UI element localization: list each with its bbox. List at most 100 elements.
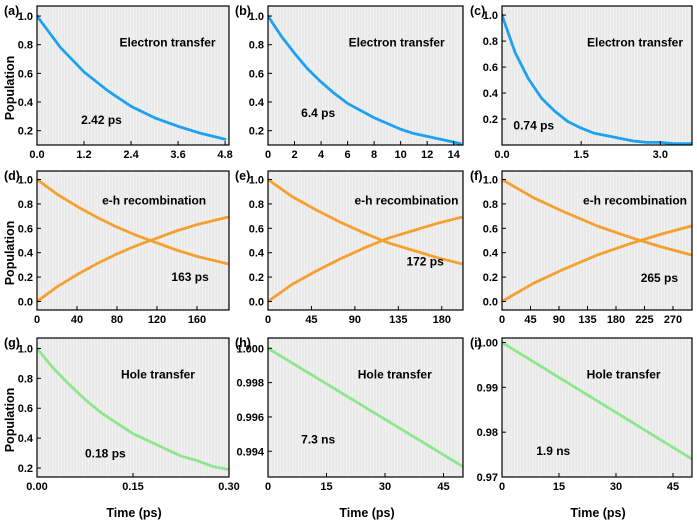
panel-c: 0.0 1.5 3.0 0.2 0.4 0.6 0.8 1.0 Electron transfe… [470, 4, 693, 161]
x-tick-label: 180 [607, 314, 625, 326]
y-tick-label: 0.0 [249, 296, 264, 308]
panel-title: e-h recombination [583, 193, 687, 207]
panel-letter: (e) [235, 169, 250, 183]
series-line-2 [37, 215, 229, 303]
panel-letter: (d) [4, 169, 20, 183]
x-tick-label: 0 [499, 314, 505, 326]
y-tick-label: 1.00 [477, 337, 498, 349]
grid-lines [38, 338, 229, 477]
x-tick-label: 15 [320, 481, 332, 493]
series-line-1 [502, 13, 692, 145]
x-tick-label: 0.15 [122, 481, 143, 493]
x-tick-label: 0.0 [494, 149, 509, 161]
timescale-annotation: 6.4 ps [301, 106, 335, 120]
timescale-annotation: 0.18 ps [85, 447, 126, 461]
y-tick-label: 1.0 [249, 175, 264, 187]
xlabel-col3: Time (ps) [570, 506, 625, 520]
x-tick-label: 270 [664, 314, 682, 326]
y-tick-label: 0.2 [483, 272, 498, 284]
y-tick-label: 0.4 [18, 97, 34, 109]
panel-b: 0 2 4 6 8 10 12 14 0.2 0.4 0.6 0.8 1.0 Electron trans… [235, 4, 464, 161]
x-tick-label: 3.6 [170, 149, 185, 161]
panel-title: e-h recombination [102, 193, 206, 207]
y-tick-label: 0.8 [483, 199, 498, 211]
timescale-annotation: 7.3 ns [301, 433, 335, 447]
panel-i: 0 15 30 45 0.97 0.98 0.99 1.00 Hole transfer 1.9 … [470, 336, 693, 493]
x-tick-label: 4.8 [217, 149, 232, 161]
panel-a: 0.0 1.2 2.4 3.6 4.8 0.2 0.4 0.6 0.8 1.0 Electron t… [4, 4, 233, 161]
panels: 0.0 1.2 2.4 3.6 4.8 0.2 0.4 0.6 0.8 1.0 Electron t… [4, 4, 693, 493]
x-tick-label: 0 [265, 314, 271, 326]
x-tick-label: 0.30 [218, 481, 239, 493]
ylabel-row1: Population [3, 56, 17, 121]
x-tick-label: 180 [433, 314, 451, 326]
x-tick-label: 3.0 [653, 149, 668, 161]
x-tick-label: 0 [265, 481, 271, 493]
grid-lines [269, 338, 463, 477]
x-tick-label: 1.2 [76, 149, 91, 161]
y-tick-label: 0.0 [483, 296, 498, 308]
y-tick-label: 1.0 [483, 10, 498, 22]
panel-letter: (c) [470, 4, 485, 18]
panel-title: Hole transfer [358, 367, 432, 381]
panel-letter: (b) [235, 4, 251, 18]
y-tick-label: 0.6 [249, 68, 264, 80]
y-tick-label: 0.8 [18, 199, 33, 211]
panel-g: 0.00 0.15 0.30 0.2 0.4 0.6 0.8 1.0 Hole transfer… [4, 336, 240, 493]
panel-letter: (h) [235, 336, 251, 350]
x-tick-label: 8 [371, 149, 377, 161]
plot-frame [267, 170, 464, 311]
panel-title: Hole transfer [121, 367, 195, 381]
y-tick-label: 0.98 [477, 427, 498, 439]
y-tick-label: 1.0 [18, 11, 33, 23]
plot-frame [36, 5, 230, 146]
plot-frame [501, 337, 693, 478]
x-tick-label: 30 [610, 481, 622, 493]
series-line-2 [502, 224, 692, 303]
x-tick-label: 0 [34, 314, 40, 326]
x-tick-label: 0 [265, 149, 271, 161]
panel-letter: (f) [470, 169, 483, 183]
grid-lines [269, 171, 463, 310]
y-tick-label: 1.0 [249, 11, 264, 23]
plot-frame [267, 5, 464, 146]
x-tick-label: 160 [188, 314, 206, 326]
y-tick-label: 0.8 [18, 40, 33, 52]
y-tick-label: 0.8 [249, 40, 264, 52]
y-tick-label: 0.99 [477, 382, 498, 394]
x-tick-label: 6 [345, 149, 351, 161]
x-tick-label: 15 [553, 481, 565, 493]
timescale-annotation: 163 ps [171, 270, 209, 284]
x-tick-label: 0.00 [26, 481, 47, 493]
plot-background [268, 171, 463, 310]
x-tick-label: 40 [71, 314, 83, 326]
plot-frame [267, 337, 464, 478]
x-tick-label: 4 [318, 149, 325, 161]
x-tick-label: 2.4 [123, 149, 139, 161]
x-tick-label: 225 [635, 314, 653, 326]
plot-frame [501, 170, 693, 311]
x-tick-label: 120 [148, 314, 166, 326]
timescale-annotation: 265 ps [641, 271, 679, 285]
y-tick-label: 0.8 [18, 373, 33, 385]
y-tick-label: 0.2 [18, 272, 33, 284]
y-tick-label: 1.000 [236, 343, 264, 355]
x-tick-label: 135 [578, 314, 596, 326]
y-tick-label: 0.6 [18, 403, 33, 415]
panel-title: Electron transfer [587, 35, 683, 49]
panel-letter: (g) [4, 336, 20, 350]
panel-e: 0 45 90 135 180 0.0 0.2 0.4 0.6 0.8 1.0 e-h recombi… [235, 169, 464, 326]
panel-title: Hole transfer [587, 367, 661, 381]
y-tick-label: 0.4 [249, 97, 265, 109]
panel-title: Electron transfer [120, 35, 216, 49]
panel-letter: (i) [470, 336, 482, 350]
series-line-1 [502, 341, 692, 461]
x-tick-label: 10 [395, 149, 407, 161]
y-tick-label: 0.2 [18, 463, 33, 475]
panel-letter: (a) [4, 4, 19, 18]
y-tick-label: 1.0 [18, 343, 33, 355]
series-line-1 [37, 178, 229, 266]
x-tick-label: 90 [553, 314, 565, 326]
y-tick-label: 0.6 [249, 223, 264, 235]
